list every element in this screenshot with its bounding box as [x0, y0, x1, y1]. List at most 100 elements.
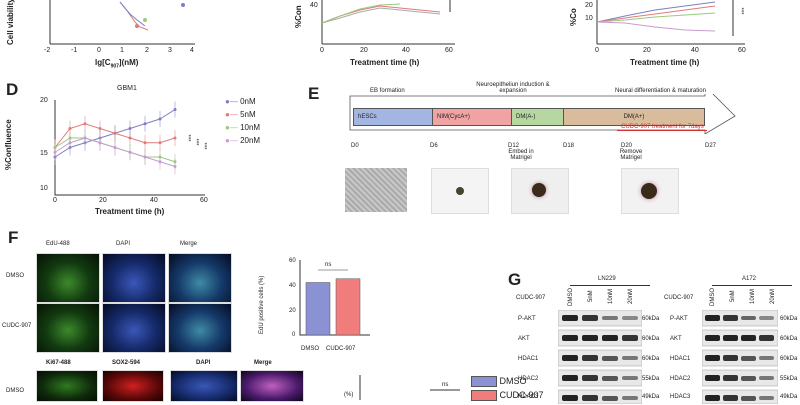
top-c-xlabel: Treatment time (h) [630, 58, 700, 67]
data-point [128, 127, 132, 130]
chart-d: GBM1 %Confluence 10 15 20 0 20 40 60 Tre… [0, 85, 285, 216]
panel-letter-g: G [508, 270, 522, 289]
data-point [98, 127, 102, 130]
col-header: EdU-488 [46, 241, 70, 247]
top-chart-a: Cell viability lg[C907](nM) -2 -1 0 1 2 … [0, 0, 200, 75]
top-chart-c: %Co 10 20 30 *** Treatment time (h) 0 20… [565, 0, 800, 75]
ns-label: ns [325, 262, 332, 268]
y-tick: 40 [289, 283, 296, 289]
conc-label: DMSO [568, 288, 574, 306]
panel-f: EdU-488 DAPI Merge DMSO CUDC-907 Ki67-48… [0, 238, 330, 402]
data-point [83, 136, 87, 140]
top-c-ylabel: %Co [569, 8, 578, 26]
note-embed: Embed in Matrigel [508, 149, 534, 161]
panel-letter-d: D [6, 80, 19, 99]
y-tick: 20 [40, 97, 48, 104]
kda-label: 49kDa [780, 394, 798, 400]
micro-dapi-dmso [102, 253, 166, 303]
y-tick: 15 [40, 150, 48, 157]
micro-edu-dmso [36, 253, 100, 303]
day-label: D0 [351, 143, 359, 149]
x-tick: 0 [53, 197, 57, 204]
y-tick: 0 [292, 332, 296, 338]
micro-merge-cudc [168, 303, 232, 353]
cell-line-label: A172 [742, 276, 757, 282]
micro-merge-dmso [168, 253, 232, 303]
col-header: Ki67-488 [46, 360, 71, 366]
tick: 40 [402, 47, 410, 54]
day-label: D18 [563, 143, 575, 149]
significance: *** [200, 142, 207, 150]
data-point [113, 146, 117, 149]
chart-d-axes [54, 100, 205, 196]
data-point [68, 127, 72, 130]
drug-label: CUDC-907 [664, 295, 694, 301]
treatment-note: CUDC-907 treatment for 7days [621, 124, 704, 130]
panel-letter-f: F [8, 228, 19, 247]
chart-d-legend: ●— 0nM ●— 5nM ●— 10nM ●— 20nM [225, 97, 260, 149]
bar-1 [335, 278, 361, 336]
protein-label: AKT [518, 336, 530, 342]
data-point [68, 141, 72, 145]
edu-bar-svg [299, 260, 370, 336]
chart-d-svg [53, 100, 205, 196]
legend-item: ●— 0nM [225, 97, 256, 106]
protein-label: HDAC2 [518, 376, 539, 382]
tick: -2 [44, 47, 51, 54]
legend-item: DMSO [471, 376, 544, 390]
data-point [98, 141, 102, 145]
top-b-ylabel: %Con [294, 5, 303, 28]
tick: 40 [310, 2, 318, 9]
significance: *** [192, 138, 199, 146]
data-point [128, 136, 132, 140]
kda-label: 55kDa [642, 376, 660, 382]
tick: 3 [168, 47, 172, 54]
kda-label: 60kDa [780, 316, 798, 322]
protein-label: HDAC1 [518, 356, 539, 362]
panel-e-diagram: EB formation Neuroepitheliun induction &… [345, 82, 795, 216]
tick: 0 [97, 47, 101, 54]
protein-label: HDAC1 [670, 356, 691, 362]
bar-category: DMSO [301, 346, 319, 352]
conc-label: 5nM [588, 290, 594, 302]
stage-nim: NIM(CycA+) [432, 108, 516, 126]
image-hescs [345, 168, 407, 212]
data-point [113, 131, 117, 135]
col-header: Merge [254, 360, 272, 366]
data-point [143, 141, 147, 145]
legend-item: ●— 10nM [225, 123, 261, 132]
kda-label: 60kDa [642, 316, 660, 322]
kda-label: 60kDa [780, 336, 798, 342]
conc-label: DMSO [710, 288, 716, 306]
protein-label: AKT [670, 336, 682, 342]
day-label: D20 [621, 143, 633, 149]
data-point [83, 122, 87, 126]
col-header: DAPI [196, 360, 211, 366]
significance: *** [184, 134, 191, 142]
cell-line-label: LN229 [598, 276, 616, 282]
data-point [158, 160, 162, 164]
data-point [53, 150, 57, 154]
bar-category: CUDC-907 [326, 346, 356, 352]
kda-label: 49kDa [642, 394, 660, 400]
data-point [158, 141, 162, 145]
y-tick: 10 [40, 185, 48, 192]
data-point [158, 117, 162, 121]
micro-sox2 [102, 370, 164, 402]
kda-label: 55kDa [780, 376, 798, 382]
day-label: D6 [430, 143, 438, 149]
chart-d-xlabel: Treatment time (h) [95, 207, 165, 216]
tick: 60 [738, 47, 746, 54]
kda-label: 60kDa [780, 356, 798, 362]
data-point [143, 155, 147, 159]
y-tick: 60 [289, 258, 296, 264]
edu-bar-chart: EdU positive cells (%) 0 20 40 60 ns DMS… [259, 250, 375, 360]
stage-dm-plus: DM(A+) [563, 108, 705, 126]
micro-merge-2 [240, 370, 304, 402]
protein-label: P-AKT [518, 316, 536, 322]
micro-dapi-2 [170, 370, 238, 402]
data-point [173, 165, 177, 168]
blot-ln229 [558, 310, 642, 404]
col-header: DAPI [116, 241, 131, 247]
protein-label: HDAC2 [670, 376, 691, 382]
